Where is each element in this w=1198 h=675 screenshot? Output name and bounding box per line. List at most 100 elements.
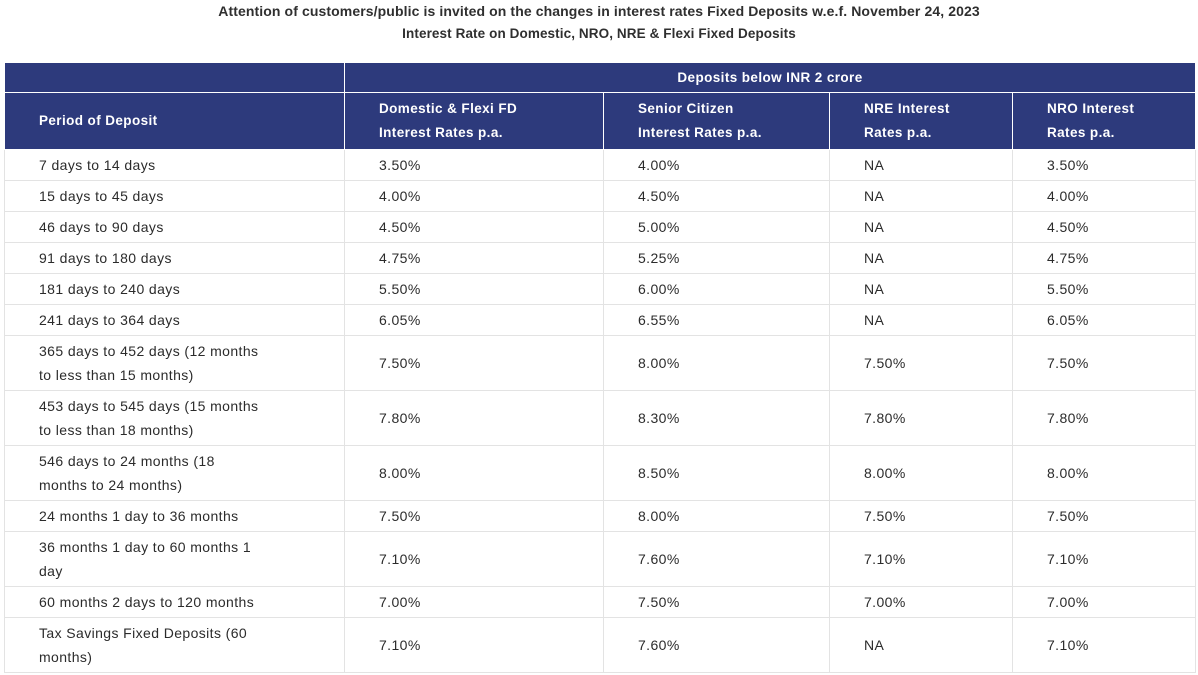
nre-rate-cell: NA (829, 149, 1013, 181)
nro-rate-cell: 4.75% (1011, 242, 1197, 274)
header-domestic-flexi: Domestic & Flexi FD Interest Rates p.a. (344, 92, 604, 150)
nre-rate-cell: 7.80% (829, 390, 1013, 446)
header-period-of-deposit: Period of Deposit (4, 92, 345, 150)
table-row: 60 months 2 days to 120 months 7.00% 7.5… (4, 586, 1197, 618)
period-text-line2: months to 24 months) (39, 477, 183, 493)
period-text-line1: 36 months 1 day to 60 months 1 (39, 539, 252, 555)
header-label-line2: Interest Rates p.a. (379, 125, 503, 140)
nre-rate-cell: NA (829, 211, 1013, 243)
nro-rate-cell: 7.10% (1011, 617, 1197, 673)
period-text-line2: to less than 18 months) (39, 422, 194, 438)
senior-rate-cell: 8.30% (603, 390, 830, 446)
domestic-rate-cell: 6.05% (344, 304, 604, 336)
period-cell: 60 months 2 days to 120 months (4, 586, 345, 618)
table-row: 546 days to 24 months (18 months to 24 m… (4, 445, 1197, 501)
senior-rate-cell: 5.00% (603, 211, 830, 243)
domestic-rate-cell: 8.00% (344, 445, 604, 501)
period-text: 60 months 2 days to 120 months (39, 594, 255, 610)
table-row: 365 days to 452 days (12 months to less … (4, 335, 1197, 391)
nro-rate-cell: 4.50% (1011, 211, 1197, 243)
domestic-rate-cell: 7.10% (344, 531, 604, 587)
header-senior-citizen: Senior Citizen Interest Rates p.a. (603, 92, 830, 150)
senior-rate-cell: 4.00% (603, 149, 830, 181)
period-cell: 36 months 1 day to 60 months 1 day (4, 531, 345, 587)
nro-rate-cell: 7.10% (1011, 531, 1197, 587)
table-row: 36 months 1 day to 60 months 1 day 7.10%… (4, 531, 1197, 587)
domestic-rate-cell: 7.50% (344, 500, 604, 532)
nro-rate-cell: 8.00% (1011, 445, 1197, 501)
period-cell: Tax Savings Fixed Deposits (60 months) (4, 617, 345, 673)
period-text-line2: to less than 15 months) (39, 367, 194, 383)
header-nre: NRE Interest Rates p.a. (829, 92, 1013, 150)
group-header: Deposits below INR 2 crore (343, 62, 1197, 93)
table-row: 453 days to 545 days (15 months to less … (4, 390, 1197, 446)
period-text: 241 days to 364 days (39, 312, 181, 328)
period-cell: 181 days to 240 days (4, 273, 345, 305)
nre-rate-cell: NA (829, 617, 1013, 673)
header-label-line1: Domestic & Flexi FD (379, 101, 518, 116)
nre-rate-cell: 7.50% (829, 500, 1013, 532)
period-text: 46 days to 90 days (39, 219, 164, 235)
nre-rate-cell: 7.10% (829, 531, 1013, 587)
period-text-line1: 546 days to 24 months (18 (39, 453, 215, 469)
nre-rate-cell: NA (829, 180, 1013, 212)
period-cell: 365 days to 452 days (12 months to less … (4, 335, 345, 391)
period-text: 24 months 1 day to 36 months (39, 508, 239, 524)
nro-rate-cell: 7.50% (1011, 500, 1197, 532)
table-row: 241 days to 364 days 6.05% 6.55% NA 6.05… (4, 304, 1197, 336)
domestic-rate-cell: 7.00% (344, 586, 604, 618)
period-text: 7 days to 14 days (39, 157, 156, 173)
nro-rate-cell: 4.00% (1011, 180, 1197, 212)
senior-rate-cell: 6.00% (603, 273, 830, 305)
header-label-line2: Rates p.a. (1047, 125, 1115, 140)
header-label-line1: NRE Interest (864, 101, 950, 116)
table-row: 181 days to 240 days 5.50% 6.00% NA 5.50… (4, 273, 1197, 305)
table-row: 46 days to 90 days 4.50% 5.00% NA 4.50% (4, 211, 1197, 243)
nre-rate-cell: NA (829, 242, 1013, 274)
domestic-rate-cell: 7.80% (344, 390, 604, 446)
period-text-line1: 365 days to 452 days (12 months (39, 343, 259, 359)
senior-rate-cell: 8.00% (603, 500, 830, 532)
domestic-rate-cell: 3.50% (344, 149, 604, 181)
nro-rate-cell: 7.50% (1011, 335, 1197, 391)
period-text-line1: Tax Savings Fixed Deposits (60 (39, 625, 248, 641)
header-label: Period of Deposit (39, 113, 158, 128)
header-label-line2: Interest Rates p.a. (638, 125, 762, 140)
nro-rate-cell: 7.80% (1011, 390, 1197, 446)
period-cell: 24 months 1 day to 36 months (4, 500, 345, 532)
nro-rate-cell: 6.05% (1011, 304, 1197, 336)
table-row: 7 days to 14 days 3.50% 4.00% NA 3.50% (4, 149, 1197, 181)
senior-rate-cell: 6.55% (603, 304, 830, 336)
period-cell: 15 days to 45 days (4, 180, 345, 212)
senior-rate-cell: 8.50% (603, 445, 830, 501)
table-row: Tax Savings Fixed Deposits (60 months) 7… (4, 617, 1197, 673)
period-cell: 453 days to 545 days (15 months to less … (4, 390, 345, 446)
domestic-rate-cell: 7.50% (344, 335, 604, 391)
period-text-line1: 453 days to 545 days (15 months (39, 398, 259, 414)
nre-rate-cell: NA (829, 273, 1013, 305)
nre-rate-cell: 8.00% (829, 445, 1013, 501)
header-nro: NRO Interest Rates p.a. (1011, 92, 1197, 150)
domestic-rate-cell: 4.75% (344, 242, 604, 274)
senior-rate-cell: 5.25% (603, 242, 830, 274)
senior-rate-cell: 7.50% (603, 586, 830, 618)
period-cell: 91 days to 180 days (4, 242, 345, 274)
senior-rate-cell: 4.50% (603, 180, 830, 212)
period-text: 91 days to 180 days (39, 250, 172, 266)
header-label-line1: Senior Citizen (638, 101, 734, 116)
nre-rate-cell: 7.00% (829, 586, 1013, 618)
period-cell: 7 days to 14 days (4, 149, 345, 181)
header-label-line2: Rates p.a. (864, 125, 932, 140)
table-row: 91 days to 180 days 4.75% 5.25% NA 4.75% (4, 242, 1197, 274)
domestic-rate-cell: 4.50% (344, 211, 604, 243)
period-text: 15 days to 45 days (39, 188, 164, 204)
nre-rate-cell: 7.50% (829, 335, 1013, 391)
period-cell: 546 days to 24 months (18 months to 24 m… (4, 445, 345, 501)
interest-rates-table: Deposits below INR 2 crore Period of Dep… (4, 62, 1197, 673)
period-text-line2: months) (39, 649, 93, 665)
nro-rate-cell: 5.50% (1011, 273, 1197, 305)
nro-rate-cell: 7.00% (1011, 586, 1197, 618)
period-text: 181 days to 240 days (39, 281, 181, 297)
period-cell: 46 days to 90 days (4, 211, 345, 243)
